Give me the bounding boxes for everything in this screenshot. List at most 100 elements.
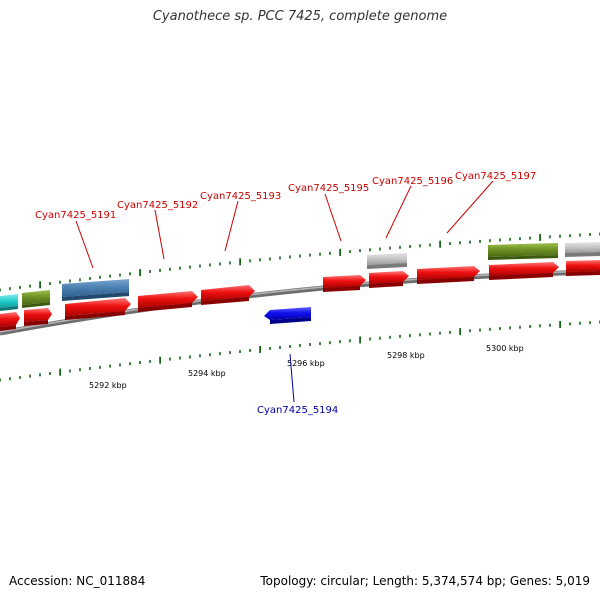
minor-tick xyxy=(49,372,51,375)
minor-tick xyxy=(109,364,111,368)
minor-tick xyxy=(299,344,301,347)
minor-tick xyxy=(309,343,311,346)
minor-tick xyxy=(159,268,161,272)
gene-label-cyan7425-5193[interactable]: Cyan7425_5193 xyxy=(200,191,281,202)
minor-tick xyxy=(379,247,381,251)
minor-tick xyxy=(89,367,91,370)
minor-tick xyxy=(569,234,571,238)
minor-tick xyxy=(489,239,491,243)
gene-label-cyan7425-5194[interactable]: Cyan7425_5194 xyxy=(257,405,338,416)
cds-cyan7425-5192[interactable] xyxy=(138,291,198,312)
minor-tick xyxy=(489,327,491,331)
major-tick xyxy=(239,258,241,266)
minor-tick xyxy=(589,321,591,325)
minor-tick xyxy=(99,365,101,369)
minor-tick xyxy=(399,245,401,249)
minor-tick xyxy=(259,258,261,262)
feature-rrna-1[interactable] xyxy=(22,290,50,308)
minor-tick xyxy=(509,237,511,241)
accession-text: Accession: NC_011884 xyxy=(9,574,146,588)
minor-tick xyxy=(439,331,441,335)
minor-tick xyxy=(219,352,221,356)
minor-tick xyxy=(209,263,211,267)
minor-tick xyxy=(209,353,211,357)
minor-tick xyxy=(329,341,331,345)
feature-rrna-2[interactable] xyxy=(488,243,558,260)
minor-tick xyxy=(119,273,121,277)
minor-tick xyxy=(0,288,1,292)
minor-tick xyxy=(9,377,11,381)
minor-tick xyxy=(219,262,221,266)
feature-pseudo-2[interactable] xyxy=(565,242,600,257)
minor-tick xyxy=(279,346,281,349)
minor-tick xyxy=(149,359,151,363)
minor-tick xyxy=(479,328,481,332)
minor-tick xyxy=(389,335,391,339)
gene-label-cyan7425-5192[interactable]: Cyan7425_5192 xyxy=(117,200,198,211)
feature-misc-rna[interactable] xyxy=(62,279,129,301)
cds-forward-d[interactable] xyxy=(566,260,600,276)
inner-tick-ruler xyxy=(0,320,600,382)
minor-tick xyxy=(29,374,31,378)
minor-tick xyxy=(19,375,21,379)
major-tick xyxy=(439,240,441,248)
feature-pseudo-1[interactable] xyxy=(367,253,407,269)
minor-tick xyxy=(239,350,241,353)
cds-cyan7425-5195[interactable] xyxy=(323,275,366,292)
major-tick xyxy=(159,356,161,364)
genome-info-text: Topology: circular; Length: 5,374,574 bp… xyxy=(260,574,590,588)
minor-tick xyxy=(29,284,31,288)
minor-tick xyxy=(269,257,271,261)
minor-tick xyxy=(299,254,301,258)
minor-tick xyxy=(589,233,591,236)
minor-tick xyxy=(189,355,191,359)
feature-trna[interactable] xyxy=(0,294,18,311)
cds-cyan7425-5196[interactable] xyxy=(369,271,409,288)
minor-tick xyxy=(169,357,171,361)
cds-cyan7425-5197[interactable] xyxy=(417,266,480,284)
minor-tick xyxy=(69,279,71,283)
minor-tick xyxy=(399,334,401,338)
minor-tick xyxy=(179,356,181,360)
label-leader-lines xyxy=(75,180,494,269)
minor-tick xyxy=(449,330,451,334)
minor-tick xyxy=(199,354,201,358)
minor-tick xyxy=(69,369,71,373)
minor-tick xyxy=(199,264,201,268)
minor-tick xyxy=(449,242,451,245)
minor-tick xyxy=(309,253,311,257)
minor-tick xyxy=(59,280,61,284)
cds-forward-a[interactable] xyxy=(0,312,20,331)
minor-tick xyxy=(39,373,41,377)
gene-label-cyan7425-5195[interactable]: Cyan7425_5195 xyxy=(288,183,369,194)
minor-tick xyxy=(119,363,121,367)
gene-label-cyan7425-5191[interactable]: Cyan7425_5191 xyxy=(35,210,116,221)
cds-forward-b[interactable] xyxy=(24,308,52,326)
minor-tick xyxy=(429,332,431,336)
minor-tick xyxy=(469,240,471,244)
minor-tick xyxy=(479,239,481,243)
major-tick xyxy=(459,328,461,336)
gene-label-cyan7425-5197[interactable]: Cyan7425_5197 xyxy=(455,171,536,182)
minor-tick xyxy=(429,243,431,247)
minor-tick xyxy=(279,256,281,260)
minor-tick xyxy=(129,362,131,366)
minor-tick xyxy=(149,270,151,273)
cds-cyan7425-5194[interactable] xyxy=(264,307,311,324)
cds-cyan7425-5193[interactable] xyxy=(201,285,255,305)
minor-tick xyxy=(549,323,551,327)
minor-tick xyxy=(529,236,531,240)
major-tick xyxy=(259,346,261,353)
gene-label-cyan7425-5196[interactable]: Cyan7425_5196 xyxy=(372,176,453,187)
major-tick xyxy=(359,336,361,344)
minor-tick xyxy=(549,235,551,239)
scale-label-5298: 5298 kbp xyxy=(387,351,425,360)
minor-tick xyxy=(79,368,81,372)
minor-tick xyxy=(529,325,531,328)
major-tick xyxy=(559,321,561,328)
minor-tick xyxy=(9,287,11,291)
major-tick xyxy=(59,368,61,376)
cds-forward-c[interactable] xyxy=(489,262,559,280)
minor-tick xyxy=(249,259,251,263)
cds-cyan7425-5191[interactable] xyxy=(65,298,131,320)
